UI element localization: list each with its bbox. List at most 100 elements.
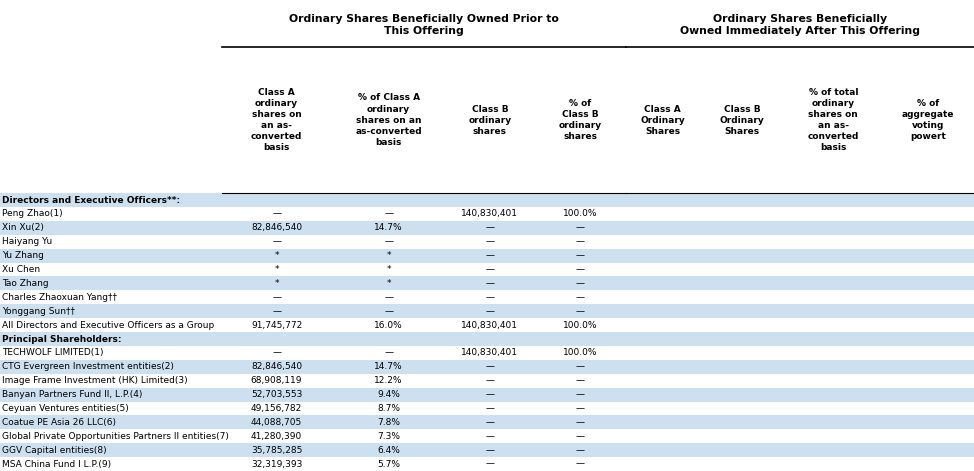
Text: —: — — [485, 460, 495, 469]
Text: —: — — [576, 307, 584, 316]
Text: 49,156,782: 49,156,782 — [251, 404, 302, 413]
Text: —: — — [485, 265, 495, 274]
FancyBboxPatch shape — [0, 290, 974, 304]
Text: —: — — [384, 349, 393, 357]
Text: —: — — [576, 432, 584, 441]
FancyBboxPatch shape — [0, 276, 974, 290]
Text: Principal Shareholders:: Principal Shareholders: — [2, 334, 122, 343]
FancyBboxPatch shape — [0, 388, 974, 401]
Text: Peng Zhao(1): Peng Zhao(1) — [2, 210, 62, 219]
Text: *: * — [275, 279, 279, 288]
Text: Charles Zhaoxuan Yang††: Charles Zhaoxuan Yang†† — [2, 293, 117, 302]
Text: 16.0%: 16.0% — [374, 321, 403, 330]
Text: —: — — [485, 446, 495, 455]
Text: —: — — [384, 237, 393, 246]
Text: 6.4%: 6.4% — [377, 446, 400, 455]
FancyBboxPatch shape — [0, 235, 974, 249]
Text: Haiyang Yu: Haiyang Yu — [2, 237, 53, 246]
Text: % of Class A
ordinary
shares on an
as-converted
basis: % of Class A ordinary shares on an as-co… — [356, 93, 422, 147]
Text: 41,280,390: 41,280,390 — [251, 432, 302, 441]
FancyBboxPatch shape — [0, 249, 974, 263]
Text: MSA China Fund I L.P.(9): MSA China Fund I L.P.(9) — [2, 460, 111, 469]
Text: 100.0%: 100.0% — [563, 321, 597, 330]
Text: —: — — [576, 265, 584, 274]
Text: —: — — [485, 279, 495, 288]
Text: Yonggang Sun††: Yonggang Sun†† — [2, 307, 75, 316]
Text: *: * — [387, 265, 391, 274]
FancyBboxPatch shape — [0, 374, 974, 388]
FancyBboxPatch shape — [0, 457, 974, 471]
Text: 12.2%: 12.2% — [374, 376, 403, 385]
FancyBboxPatch shape — [0, 415, 974, 430]
Text: 9.4%: 9.4% — [377, 390, 400, 399]
Text: 14.7%: 14.7% — [374, 362, 403, 371]
Text: TECHWOLF LIMITED(1): TECHWOLF LIMITED(1) — [2, 349, 103, 357]
FancyBboxPatch shape — [0, 193, 974, 207]
Text: 7.3%: 7.3% — [377, 432, 400, 441]
Text: Tao Zhang: Tao Zhang — [2, 279, 49, 288]
Text: —: — — [576, 362, 584, 371]
FancyBboxPatch shape — [0, 221, 974, 235]
Text: *: * — [275, 251, 279, 260]
Text: —: — — [272, 293, 281, 302]
Text: —: — — [272, 210, 281, 219]
Text: 82,846,540: 82,846,540 — [251, 362, 302, 371]
Text: —: — — [576, 293, 584, 302]
Text: —: — — [485, 223, 495, 232]
Text: Ceyuan Ventures entities(5): Ceyuan Ventures entities(5) — [2, 404, 129, 413]
Text: Class B
Ordinary
Shares: Class B Ordinary Shares — [720, 105, 765, 136]
Text: Ordinary Shares Beneficially
Owned Immediately After This Offering: Ordinary Shares Beneficially Owned Immed… — [680, 14, 920, 35]
Text: 140,830,401: 140,830,401 — [462, 210, 518, 219]
Text: Class B
ordinary
shares: Class B ordinary shares — [468, 105, 511, 136]
Text: —: — — [485, 362, 495, 371]
Text: —: — — [272, 237, 281, 246]
Text: —: — — [384, 307, 393, 316]
Text: —: — — [384, 210, 393, 219]
Text: 7.8%: 7.8% — [377, 418, 400, 427]
Text: 44,088,705: 44,088,705 — [251, 418, 302, 427]
Text: —: — — [485, 376, 495, 385]
FancyBboxPatch shape — [0, 401, 974, 415]
Text: 5.7%: 5.7% — [377, 460, 400, 469]
Text: 52,703,553: 52,703,553 — [251, 390, 302, 399]
Text: 68,908,119: 68,908,119 — [251, 376, 302, 385]
FancyBboxPatch shape — [0, 360, 974, 374]
Text: Xu Chen: Xu Chen — [2, 265, 40, 274]
FancyBboxPatch shape — [0, 304, 974, 318]
Text: —: — — [272, 307, 281, 316]
FancyBboxPatch shape — [0, 332, 974, 346]
Text: 100.0%: 100.0% — [563, 349, 597, 357]
Text: Directors and Executive Officers**:: Directors and Executive Officers**: — [2, 195, 180, 204]
Text: —: — — [576, 251, 584, 260]
Text: 8.7%: 8.7% — [377, 404, 400, 413]
Text: 140,830,401: 140,830,401 — [462, 321, 518, 330]
Text: —: — — [485, 390, 495, 399]
Text: Coatue PE Asia 26 LLC(6): Coatue PE Asia 26 LLC(6) — [2, 418, 116, 427]
Text: —: — — [485, 418, 495, 427]
Text: —: — — [576, 279, 584, 288]
FancyBboxPatch shape — [0, 318, 974, 332]
Text: Ordinary Shares Beneficially Owned Prior to
This Offering: Ordinary Shares Beneficially Owned Prior… — [289, 14, 559, 35]
Text: —: — — [576, 460, 584, 469]
Text: *: * — [275, 265, 279, 274]
Text: —: — — [384, 293, 393, 302]
Text: Image Frame Investment (HK) Limited(3): Image Frame Investment (HK) Limited(3) — [2, 376, 188, 385]
Text: Global Private Opportunities Partners II entities(7): Global Private Opportunities Partners II… — [2, 432, 229, 441]
Text: —: — — [576, 390, 584, 399]
Text: —: — — [576, 446, 584, 455]
Text: —: — — [485, 432, 495, 441]
Text: *: * — [387, 279, 391, 288]
Text: % of
aggregate
voting
powert: % of aggregate voting powert — [902, 99, 954, 141]
Text: 35,785,285: 35,785,285 — [251, 446, 302, 455]
Text: *: * — [387, 251, 391, 260]
Text: All Directors and Executive Officers as a Group: All Directors and Executive Officers as … — [2, 321, 214, 330]
Text: 91,745,772: 91,745,772 — [251, 321, 302, 330]
Text: Yu Zhang: Yu Zhang — [2, 251, 44, 260]
Text: —: — — [485, 251, 495, 260]
Text: —: — — [485, 404, 495, 413]
Text: 140,830,401: 140,830,401 — [462, 349, 518, 357]
FancyBboxPatch shape — [0, 346, 974, 360]
Text: Class A
ordinary
shares on
an as-
converted
basis: Class A ordinary shares on an as- conver… — [251, 88, 302, 152]
Text: 100.0%: 100.0% — [563, 210, 597, 219]
Text: —: — — [576, 223, 584, 232]
